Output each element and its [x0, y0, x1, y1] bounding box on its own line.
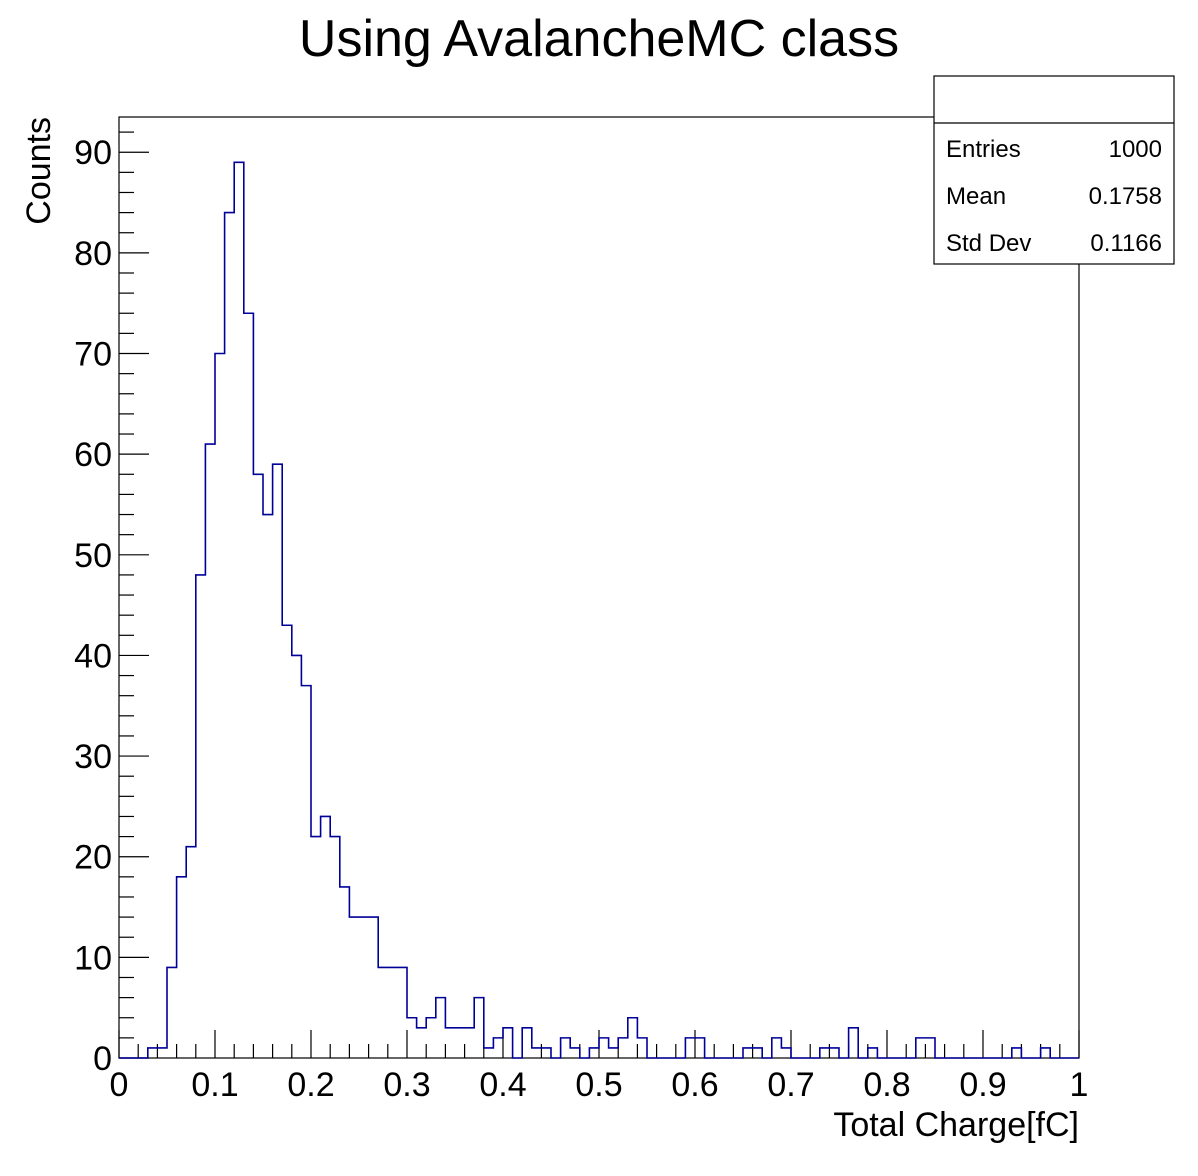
y-tick-label: 0	[93, 1040, 112, 1078]
y-tick-label: 50	[74, 537, 112, 575]
stats-entries-label: Entries	[946, 136, 1021, 163]
x-axis-title: Total Charge[fC]	[833, 1106, 1079, 1144]
x-axis-ticks: 0 0.1 0.2 0.3 0.4 0.5 0.6 0.7 0.8 0.9 1	[110, 1030, 1089, 1104]
y-tick-label: 60	[74, 436, 112, 474]
y-tick-label: 80	[74, 235, 112, 273]
y-axis-ticks: 0 10 20 30 40 50 60 70 80 90	[74, 131, 149, 1078]
chart-title: Using AvalancheMC class	[299, 10, 899, 68]
y-tick-label: 10	[74, 939, 112, 977]
stats-mean-label: Mean	[946, 183, 1006, 210]
y-axis-title: Counts	[20, 117, 58, 225]
y-tick-label: 40	[74, 637, 112, 675]
y-tick-label: 30	[74, 738, 112, 776]
x-tick-label: 0.6	[671, 1066, 718, 1104]
y-tick-label: 70	[74, 336, 112, 374]
x-tick-label: 0	[110, 1066, 129, 1104]
y-tick-label: 20	[74, 839, 112, 877]
x-tick-label: 1	[1070, 1066, 1089, 1104]
stats-box-frame	[933, 75, 1175, 265]
x-tick-label: 0.8	[863, 1066, 910, 1104]
stats-entries-value: 1000	[1109, 136, 1162, 163]
histogram-line	[119, 161, 1079, 1059]
stats-mean-value: 0.1758	[1089, 183, 1162, 210]
x-tick-label: 0.3	[383, 1066, 430, 1104]
x-tick-label: 0.9	[959, 1066, 1006, 1104]
x-tick-label: 0.2	[287, 1066, 334, 1104]
stats-stddev-value: 0.1166	[1090, 230, 1162, 257]
x-tick-label: 0.4	[479, 1066, 526, 1104]
stats-box: Entries 1000 Mean 0.1758 Std Dev 0.1166	[933, 75, 1175, 265]
y-tick-label: 90	[74, 134, 112, 172]
x-tick-label: 0.1	[191, 1066, 238, 1104]
stats-stddev-label: Std Dev	[946, 230, 1031, 257]
x-tick-label: 0.5	[575, 1066, 622, 1104]
x-tick-label: 0.7	[767, 1066, 814, 1104]
